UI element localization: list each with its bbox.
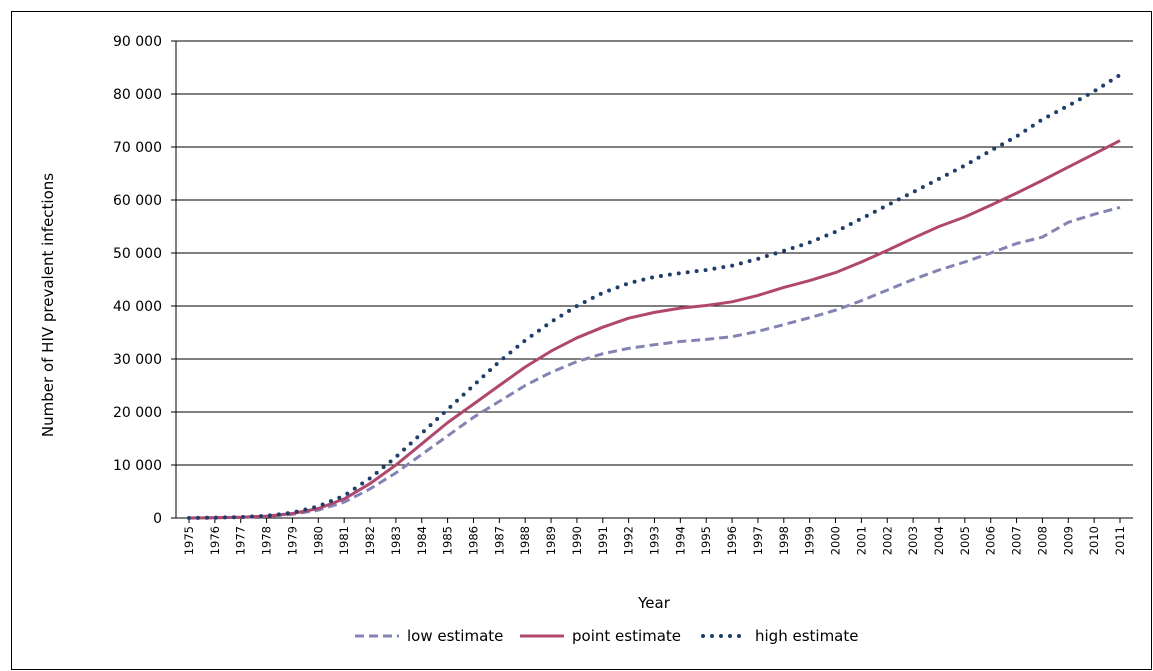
x-tick-label: 1999 (803, 526, 817, 555)
x-tick-label: 1997 (751, 526, 765, 555)
x-tick-label: 2000 (829, 526, 843, 555)
x-tick-label: 1996 (725, 526, 739, 555)
x-tick-label: 1992 (622, 526, 636, 555)
legend-label-point-estimate: point estimate (572, 627, 681, 645)
x-tick-label: 1975 (182, 526, 196, 555)
x-tick-label: 1981 (337, 526, 351, 555)
y-axis-title: Number of HIV prevalent infections (39, 173, 57, 437)
x-tick-label: 1995 (699, 526, 713, 555)
y-tick-label: 40 000 (113, 299, 162, 315)
x-tick-label: 1979 (285, 526, 299, 555)
legend-label-high-estimate: high estimate (755, 627, 858, 645)
x-tick-label: 1985 (441, 526, 455, 555)
x-tick-label: 1998 (777, 526, 791, 555)
y-tick-label: 20 000 (113, 405, 162, 421)
y-tick-label: 50 000 (113, 246, 162, 262)
y-tick-label: 10 000 (113, 458, 162, 474)
x-tick-label: 1987 (492, 526, 506, 555)
x-tick-label: 1993 (648, 526, 662, 555)
x-tick-label: 2007 (1010, 526, 1024, 555)
x-tick-label: 1977 (234, 526, 248, 555)
x-tick-label: 2002 (880, 526, 894, 555)
y-tick-label: 30 000 (113, 352, 162, 368)
y-tick-label: 90 000 (113, 34, 162, 50)
x-tick-label: 2011 (1113, 526, 1127, 555)
x-tick-labels: 1975 1976 1977 1978 1979 1980 1981 1982 1983 1984… (182, 526, 1127, 555)
x-tick-label: 1982 (363, 526, 377, 555)
y-tick-label: 80 000 (113, 87, 162, 103)
x-tick-label: 1978 (260, 526, 274, 555)
x-tick-label: 1994 (673, 526, 687, 555)
y-tick-label: 0 (153, 511, 162, 527)
x-tick-label: 1980 (311, 526, 325, 555)
y-tick-labels: 0 10 000 20 000 30 000 40 000 50 000 60 000 70 … (113, 34, 162, 527)
y-tick-label: 70 000 (113, 140, 162, 156)
x-tick-label: 1983 (389, 526, 403, 555)
x-tick-label: 2010 (1087, 526, 1101, 555)
series-lines (187, 72, 1122, 520)
x-tick-label: 1976 (208, 526, 222, 555)
x-tick-label: 2008 (1035, 526, 1049, 555)
x-tick-label: 2004 (932, 526, 946, 555)
x-tick-label: 1984 (415, 526, 429, 555)
x-tick-label: 2006 (984, 526, 998, 555)
series-line-low-estimate (188, 205, 1121, 520)
axes (171, 40, 1133, 523)
x-tick-label: 1988 (518, 526, 532, 555)
x-tick-label: 1989 (544, 526, 558, 555)
x-tick-label: 2005 (958, 526, 972, 555)
x-axis-title: Year (637, 594, 671, 612)
x-tick-label: 1990 (570, 526, 584, 555)
x-tick-label: 1991 (596, 526, 610, 555)
x-tick-label: 2001 (854, 526, 868, 555)
gridlines (176, 40, 1133, 466)
x-tick-label: 2009 (1061, 526, 1075, 555)
legend-label-low-estimate: low estimate (407, 627, 503, 645)
x-tick-label: 1986 (466, 526, 480, 555)
y-tick-label: 60 000 (113, 193, 162, 209)
chart-border (11, 11, 1152, 670)
series-line-point-estimate (188, 139, 1121, 520)
x-tick-label: 2003 (906, 526, 920, 555)
legend: low estimate point estimate high estimate (355, 627, 858, 645)
